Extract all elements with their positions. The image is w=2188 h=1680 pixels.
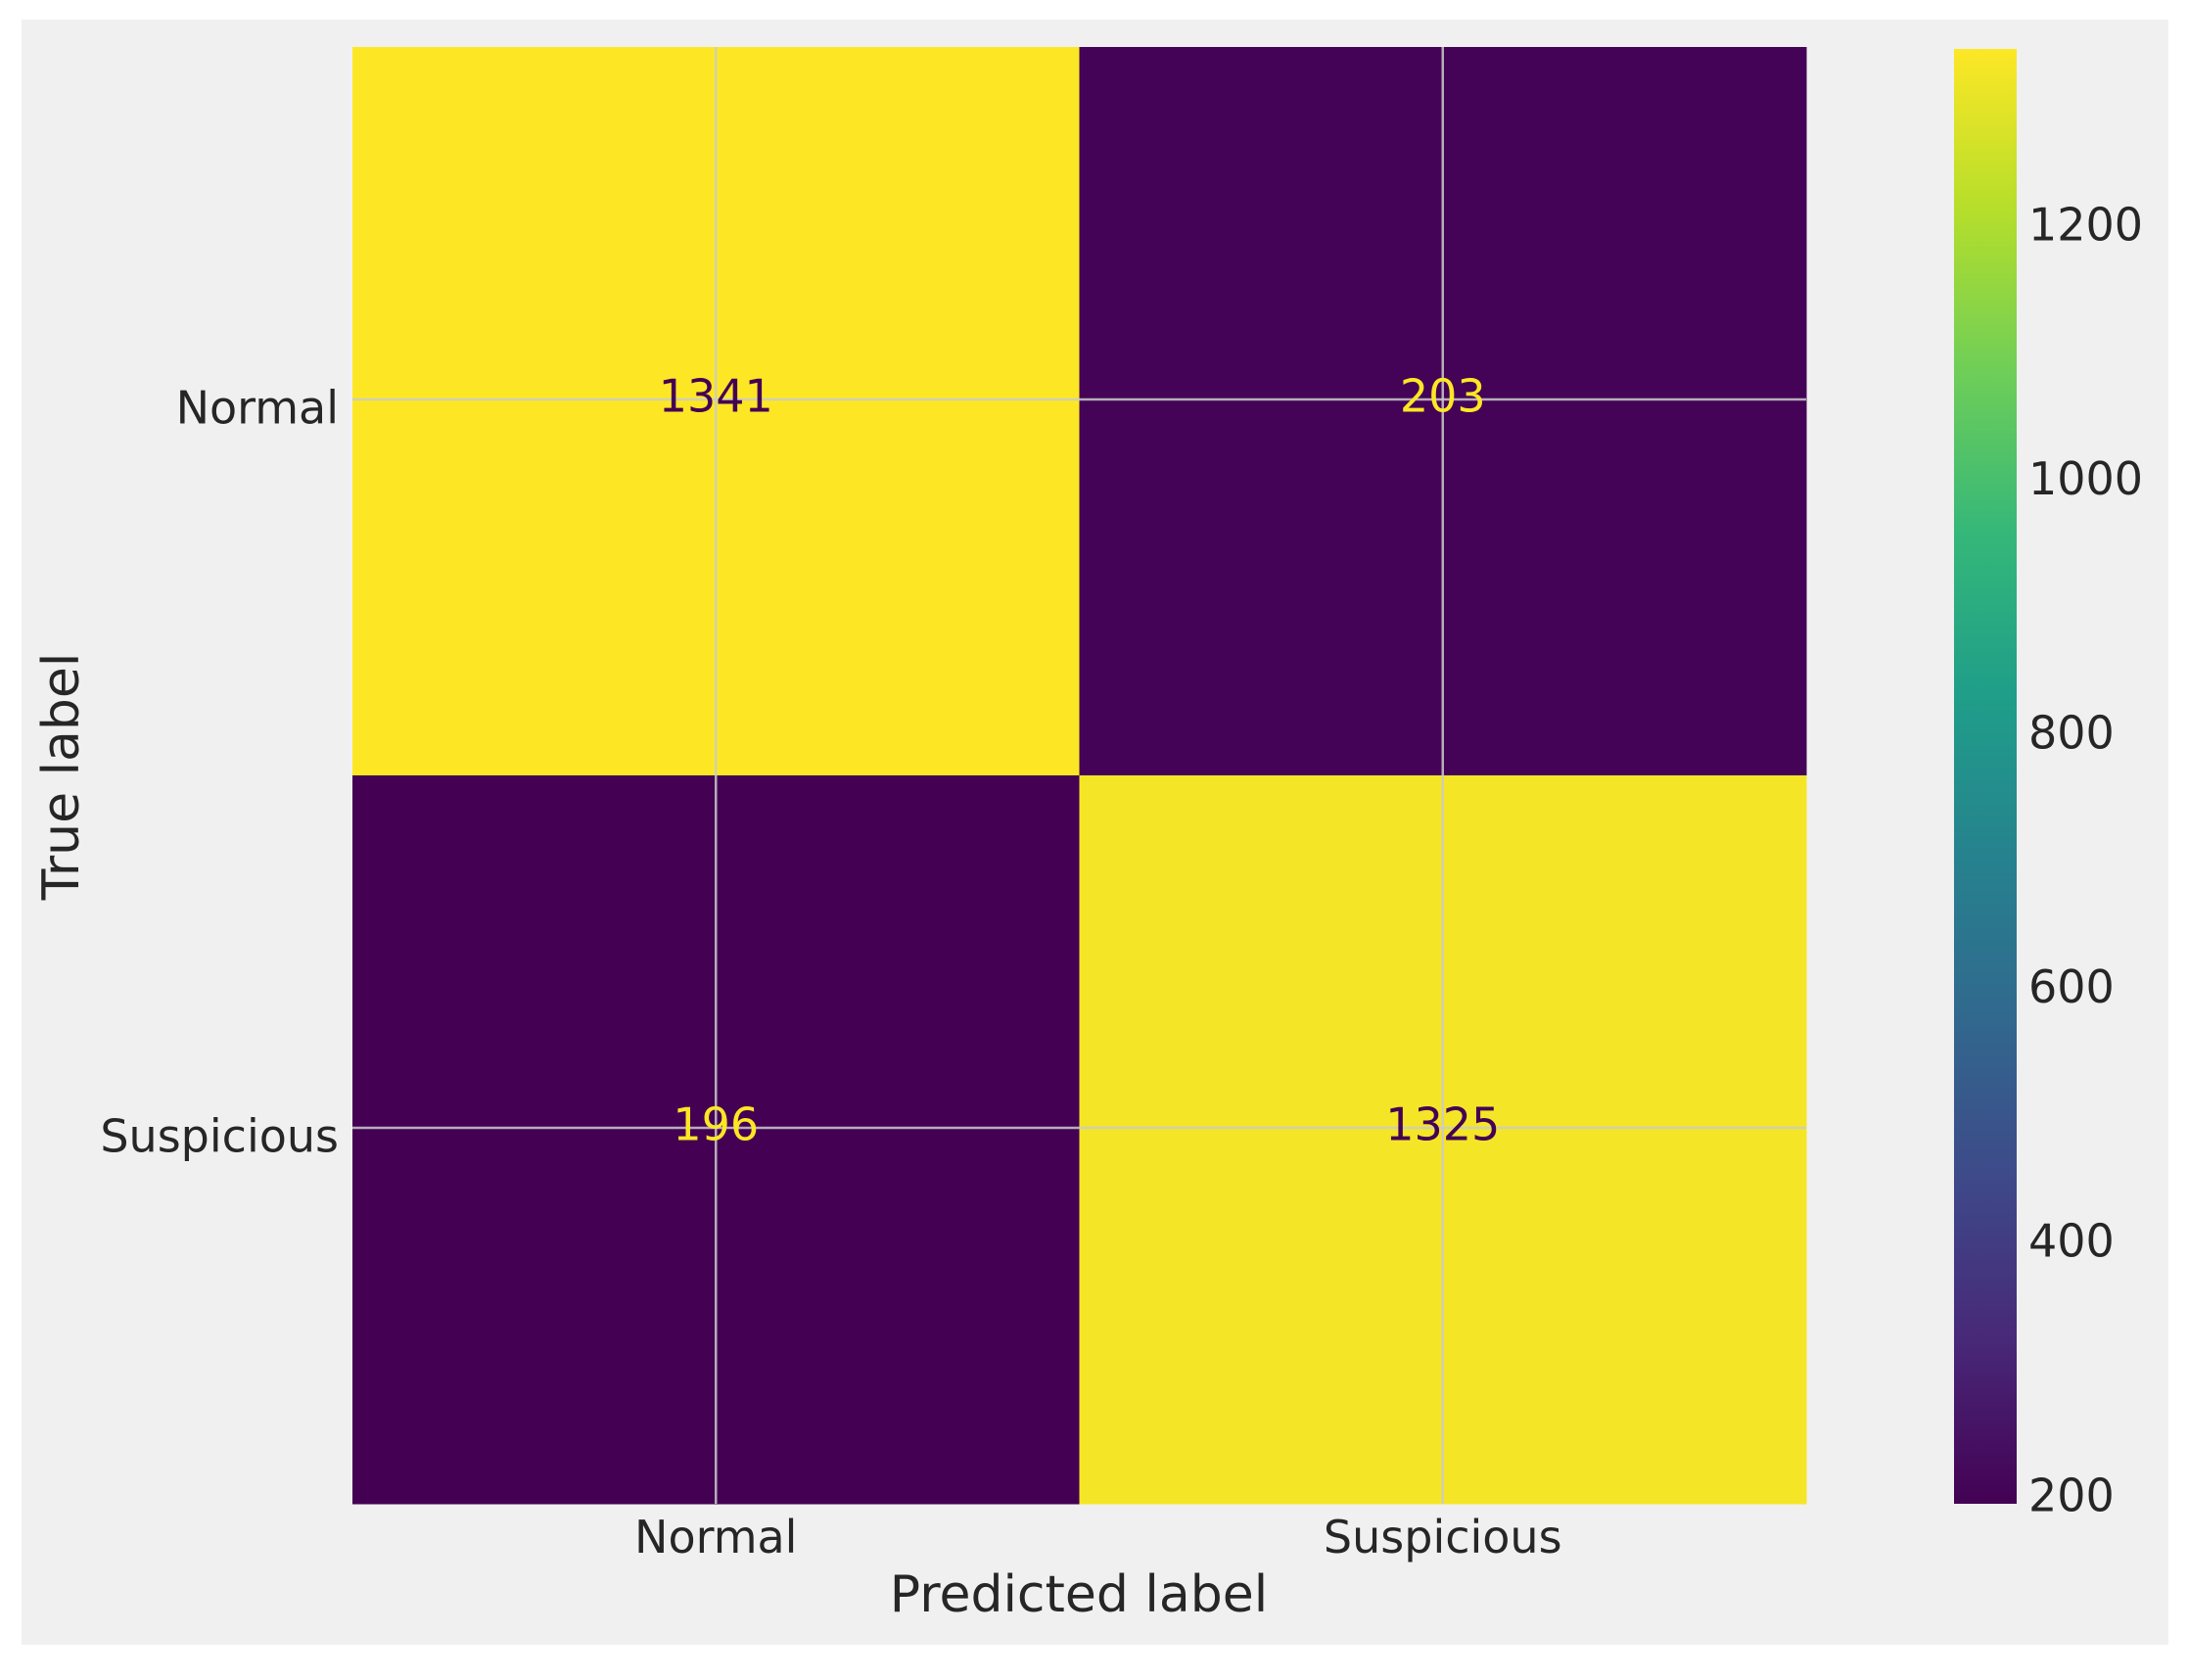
grid-lines bbox=[352, 47, 1806, 1504]
colorbar bbox=[1954, 49, 2017, 1504]
cell-value-labels: 1341 203 196 1325 bbox=[659, 370, 1501, 1151]
y-axis-title: True label bbox=[32, 653, 91, 902]
colorbar-tick-label-5: 1200 bbox=[2028, 198, 2143, 251]
cell-value-label-0-0: 1341 bbox=[659, 370, 773, 423]
x-axis-title: Predicted label bbox=[890, 1565, 1268, 1624]
colorbar-tick-label-2: 600 bbox=[2028, 960, 2115, 1013]
cell-value-label-0-1: 203 bbox=[1400, 370, 1486, 423]
colorbar-tick-label-4: 1000 bbox=[2028, 452, 2143, 505]
colorbar-tick-label-1: 400 bbox=[2028, 1215, 2115, 1268]
colorbar-ticks: 200 400 600 800 1000 1200 bbox=[2028, 198, 2143, 1521]
heatmap-cells bbox=[352, 47, 1807, 1505]
cell-value-label-1-1: 1325 bbox=[1385, 1098, 1500, 1151]
x-axis-ticks: Normal Suspicious bbox=[634, 1511, 1562, 1563]
y-axis-ticks: Normal Suspicious bbox=[100, 382, 339, 1163]
x-tick-label-0: Normal bbox=[634, 1511, 797, 1563]
cell-value-label-1-0: 196 bbox=[673, 1098, 759, 1151]
y-tick-label-1: Suspicious bbox=[100, 1110, 339, 1163]
y-tick-label-0: Normal bbox=[176, 382, 339, 435]
x-tick-label-1: Suspicious bbox=[1324, 1511, 1562, 1563]
colorbar-tick-label-0: 200 bbox=[2028, 1469, 2115, 1521]
colorbar-tick-label-3: 800 bbox=[2028, 707, 2115, 760]
